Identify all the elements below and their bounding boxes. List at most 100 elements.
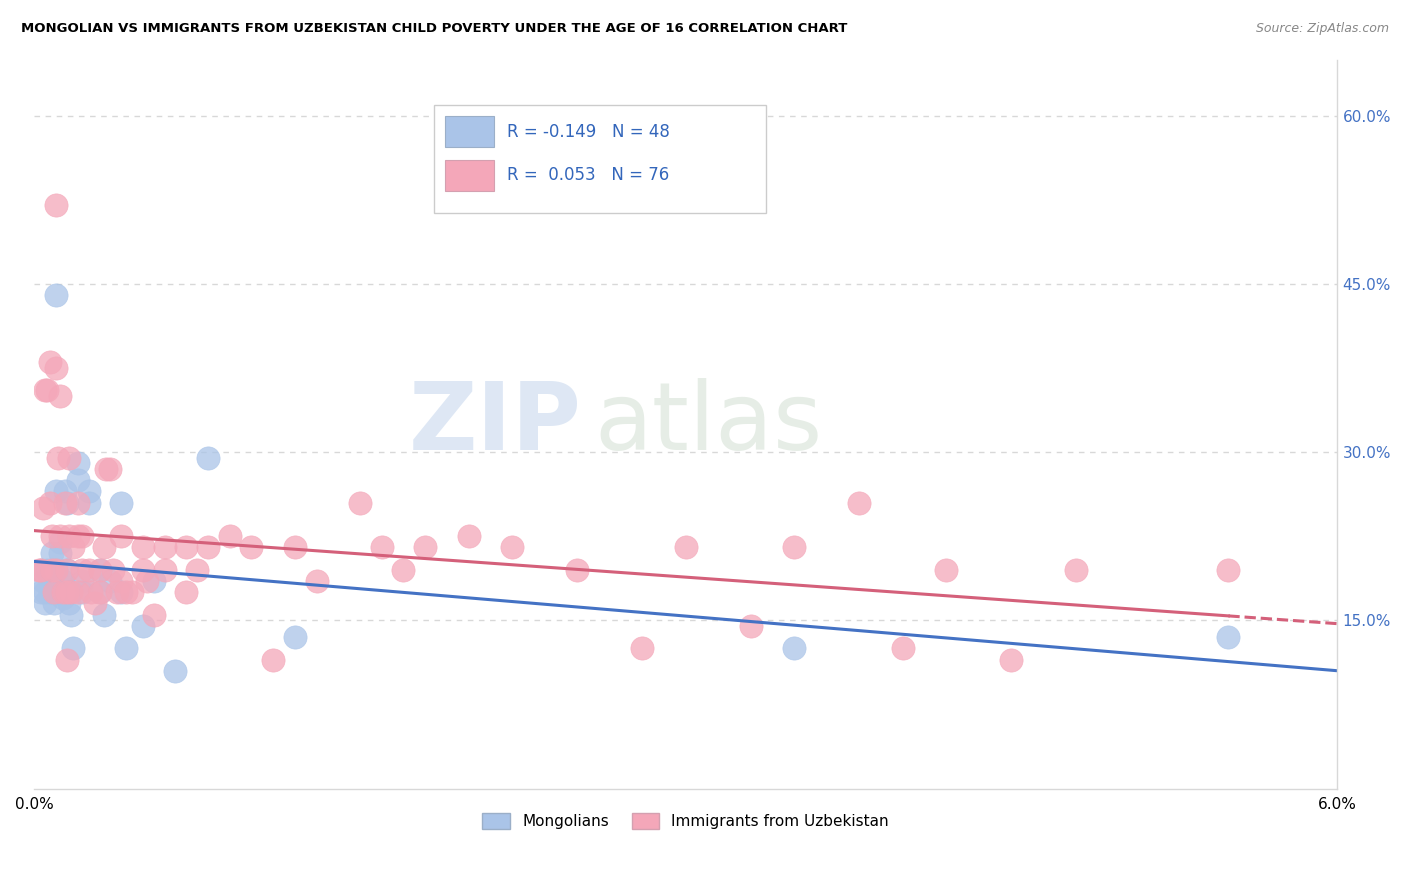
Point: [70, 563, 93, 577]
Point: [60, 585, 83, 599]
Point: [45, 484, 67, 499]
Point: [89, 563, 111, 577]
Point: [66, 473, 89, 487]
Point: [89, 563, 111, 577]
Point: [631, 641, 654, 656]
Point: [565, 563, 588, 577]
Point: [1066, 563, 1088, 577]
Point: [52, 574, 75, 588]
Point: [121, 585, 143, 599]
Point: [891, 641, 914, 656]
Point: [305, 574, 328, 588]
Point: [45, 563, 67, 577]
Point: [32, 501, 55, 516]
Point: [186, 563, 208, 577]
Point: [42, 585, 65, 599]
Point: [38, 355, 60, 369]
Point: [89, 585, 111, 599]
Point: [28, 563, 51, 577]
Point: [34, 585, 56, 599]
Point: [176, 585, 198, 599]
Point: [848, 495, 870, 509]
Point: [45, 198, 67, 212]
Point: [77, 563, 100, 577]
Point: [49, 546, 72, 560]
Point: [132, 619, 155, 633]
FancyBboxPatch shape: [444, 161, 494, 191]
Point: [41, 529, 63, 543]
Point: [110, 585, 132, 599]
Point: [240, 541, 263, 555]
FancyBboxPatch shape: [444, 117, 494, 147]
Point: [45, 585, 67, 599]
Point: [98, 462, 121, 476]
Point: [94, 462, 117, 476]
Point: [114, 641, 136, 656]
Point: [413, 541, 436, 555]
Point: [153, 541, 176, 555]
Point: [38, 585, 60, 599]
Point: [41, 546, 63, 560]
Point: [132, 541, 155, 555]
Point: [45, 361, 67, 376]
Text: ZIP: ZIP: [409, 378, 582, 470]
Point: [93, 541, 115, 555]
Point: [56, 652, 79, 666]
Point: [56, 585, 79, 599]
Point: [49, 389, 72, 403]
Point: [38, 495, 60, 509]
Point: [153, 563, 176, 577]
Text: MONGOLIAN VS IMMIGRANTS FROM UZBEKISTAN CHILD POVERTY UNDER THE AGE OF 16 CORREL: MONGOLIAN VS IMMIGRANTS FROM UZBEKISTAN …: [21, 22, 848, 36]
Point: [93, 607, 115, 622]
Point: [70, 585, 93, 599]
Point: [262, 652, 284, 666]
Point: [740, 619, 762, 633]
FancyBboxPatch shape: [434, 104, 766, 212]
Point: [176, 541, 198, 555]
Point: [37, 563, 59, 577]
Point: [34, 597, 56, 611]
Point: [56, 563, 79, 577]
Point: [457, 529, 479, 543]
Point: [142, 574, 165, 588]
Point: [56, 495, 79, 509]
Point: [42, 585, 65, 599]
Point: [30, 563, 52, 577]
Text: Source: ZipAtlas.com: Source: ZipAtlas.com: [1256, 22, 1389, 36]
Point: [197, 450, 219, 465]
Point: [58, 585, 80, 599]
Point: [30, 563, 52, 577]
Point: [46, 450, 69, 465]
Legend: Mongolians, Immigrants from Uzbekistan: Mongolians, Immigrants from Uzbekistan: [477, 806, 896, 836]
Point: [66, 456, 89, 470]
Point: [58, 529, 80, 543]
Point: [110, 574, 132, 588]
Point: [41, 563, 63, 577]
Point: [197, 541, 219, 555]
Point: [77, 484, 100, 499]
Text: R =  0.053   N = 76: R = 0.053 N = 76: [508, 167, 669, 185]
Point: [1218, 563, 1240, 577]
Point: [62, 541, 84, 555]
Point: [34, 384, 56, 398]
Point: [1000, 652, 1022, 666]
Point: [58, 597, 80, 611]
Point: [62, 641, 84, 656]
Point: [49, 534, 72, 549]
Point: [45, 288, 67, 302]
Point: [56, 563, 79, 577]
Point: [49, 529, 72, 543]
Point: [89, 585, 111, 599]
Point: [58, 450, 80, 465]
Point: [101, 563, 124, 577]
Point: [783, 641, 806, 656]
Point: [1218, 630, 1240, 644]
Point: [501, 541, 523, 555]
Point: [52, 585, 75, 599]
Point: [66, 585, 89, 599]
Point: [165, 664, 187, 678]
Point: [98, 574, 121, 588]
Point: [32, 574, 55, 588]
Point: [284, 630, 307, 644]
Point: [105, 585, 128, 599]
